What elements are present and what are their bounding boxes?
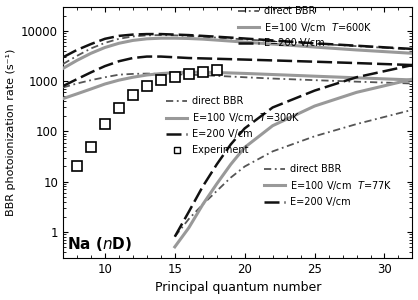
Text: Na ($n$D): Na ($n$D) — [67, 235, 133, 253]
Text: E=100 V/cm  $T$=600K: E=100 V/cm $T$=600K — [264, 21, 372, 34]
Text: E=100 V/cm  $T$=77K: E=100 V/cm $T$=77K — [290, 179, 392, 192]
Text: E=200 V/cm: E=200 V/cm — [264, 38, 324, 49]
Text: direct BBR: direct BBR — [290, 164, 342, 174]
Text: direct BBR: direct BBR — [264, 6, 315, 16]
Text: Experiment: Experiment — [192, 145, 249, 155]
Text: direct BBR: direct BBR — [192, 96, 244, 106]
X-axis label: Principal quantum number: Principal quantum number — [155, 281, 321, 294]
Text: E=200 V/cm: E=200 V/cm — [290, 196, 351, 207]
Text: E=200 V/cm: E=200 V/cm — [192, 129, 253, 139]
Text: E=100 V/cm  $T$=300K: E=100 V/cm $T$=300K — [192, 111, 301, 124]
Y-axis label: BBR photoionization rate (s⁻¹): BBR photoionization rate (s⁻¹) — [5, 49, 15, 216]
